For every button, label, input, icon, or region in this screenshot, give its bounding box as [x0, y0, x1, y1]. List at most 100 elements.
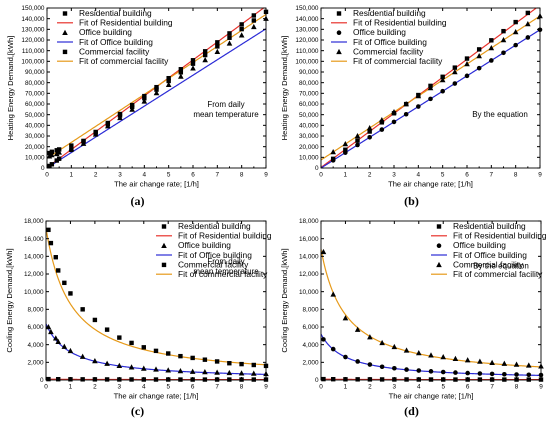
data-point	[62, 280, 67, 286]
x-tick-label: 1	[70, 172, 74, 179]
data-point	[343, 150, 348, 155]
data-point	[464, 357, 471, 363]
data-point	[53, 255, 58, 260]
y-axis-label: Cooling Energy Demand,[kWh]	[280, 248, 289, 352]
data-point	[214, 359, 220, 364]
annotation-text: From daily	[207, 257, 244, 266]
data-point	[153, 366, 159, 372]
data-point	[391, 119, 397, 125]
data-point	[251, 18, 257, 23]
legend-label: Office building	[453, 240, 506, 250]
data-point	[116, 362, 123, 368]
data-point	[154, 87, 159, 92]
data-point	[215, 40, 220, 45]
data-point	[489, 371, 495, 377]
data-point	[54, 158, 59, 163]
y-tick-label: 140,000	[21, 16, 45, 23]
y-tick-label: 60,000	[299, 101, 319, 108]
data-point	[514, 372, 519, 377]
data-point	[93, 130, 98, 136]
y-tick-label: 10,000	[299, 289, 319, 296]
x-tick-label: 8	[515, 384, 519, 391]
legend-entry: Fit of Residential building	[431, 231, 547, 241]
data-point	[189, 368, 196, 374]
data-point	[502, 371, 507, 377]
legend-marker	[436, 243, 442, 248]
data-point	[379, 364, 385, 370]
legend-label: Fit of Residential building	[178, 231, 272, 241]
y-tick-label: 4,000	[303, 342, 319, 349]
legend-marker	[336, 11, 342, 16]
legend-label: Fit of commercial facility	[353, 56, 443, 66]
data-point	[343, 147, 348, 152]
y-tick-label: 100,000	[21, 59, 45, 66]
y-tick-label: 30,000	[25, 133, 45, 140]
data-point	[251, 23, 257, 30]
y-tick-label: 8,000	[28, 307, 44, 314]
y-tick-label: 130,000	[21, 27, 45, 34]
legend-label: Fit of Office building	[353, 37, 427, 47]
data-point	[403, 111, 409, 117]
x-axis-label: The air change rate; [1/h]	[114, 392, 199, 401]
y-tick-label: 70,000	[25, 91, 45, 98]
data-point	[69, 143, 74, 148]
data-point	[226, 40, 233, 46]
x-tick-label: 2	[368, 172, 372, 179]
data-point	[525, 21, 531, 27]
chart-panel-d: 0 1 2 3 4 5 6 7 8 9 0 2,000 4,000 6,000 8,000 10,000 12,…	[280, 218, 547, 418]
data-point	[428, 352, 434, 358]
data-point	[439, 77, 446, 83]
data-point	[178, 73, 184, 79]
data-point	[416, 368, 422, 373]
y-tick-label: 140,000	[295, 16, 319, 23]
data-point	[366, 125, 373, 131]
legend-label: Fit of Office building	[453, 250, 527, 260]
data-point	[367, 334, 373, 340]
data-point	[343, 354, 348, 360]
data-point	[525, 35, 531, 40]
legend-marker	[436, 224, 442, 229]
data-point	[354, 133, 361, 139]
data-point	[61, 343, 68, 349]
legend-label: Fit of Residential building	[79, 18, 173, 28]
x-tick-label: 7	[216, 172, 220, 179]
data-point	[202, 49, 208, 54]
data-point	[489, 38, 494, 43]
data-point	[81, 139, 86, 144]
panel-label: (d)	[404, 404, 419, 418]
data-point	[404, 367, 409, 372]
data-point	[56, 149, 62, 155]
data-point	[178, 70, 184, 75]
data-point	[47, 163, 52, 169]
legend-entry: Fit of Residential building	[156, 231, 272, 241]
data-point	[215, 44, 220, 49]
data-point	[129, 340, 134, 346]
legend-entry: Commercial facility	[336, 46, 424, 56]
data-point	[190, 65, 196, 71]
data-point	[513, 19, 518, 25]
legend-marker	[62, 11, 68, 16]
x-tick-label: 8	[240, 384, 244, 391]
y-tick-label: 8,000	[303, 307, 319, 314]
data-point	[342, 315, 349, 321]
data-point	[477, 358, 483, 364]
legend-marker	[62, 29, 68, 35]
legend-label: Fit of commercial facility	[79, 56, 169, 66]
legend-label: Fit of commercial facility	[178, 269, 268, 279]
y-tick-label: 0	[315, 377, 319, 384]
y-tick-label: 50,000	[299, 112, 319, 119]
legend-entry: Commercial facility	[436, 259, 524, 269]
y-tick-label: 0	[41, 165, 45, 172]
x-tick-label: 3	[118, 172, 122, 179]
legend-entry: Fit of commercial facility	[57, 56, 169, 66]
legend-label: Office building	[178, 240, 231, 250]
data-point	[239, 361, 244, 367]
x-tick-label: 3	[392, 172, 396, 179]
x-tick-label: 1	[344, 384, 348, 391]
y-tick-label: 4,000	[28, 342, 44, 349]
legend-marker	[336, 48, 342, 55]
legend-label: Fit of Residential building	[353, 18, 447, 28]
data-point	[320, 248, 327, 255]
legend-marker	[161, 262, 167, 268]
data-point	[250, 370, 257, 376]
